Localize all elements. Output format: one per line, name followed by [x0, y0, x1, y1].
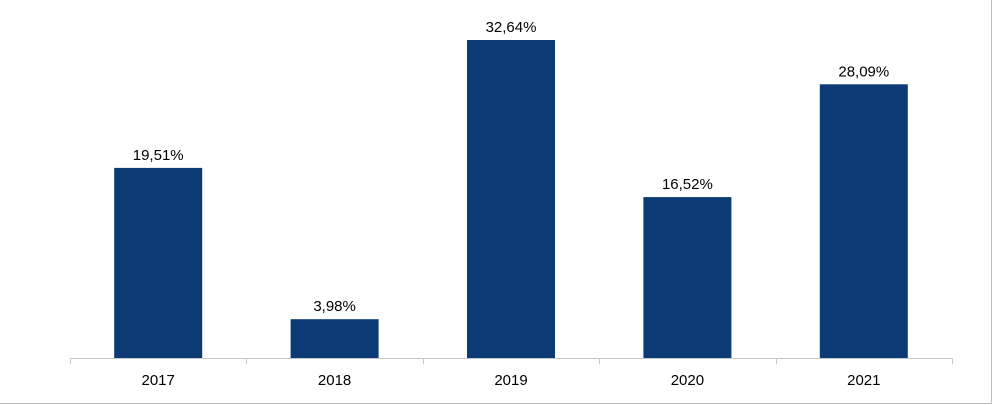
- x-tick-label: 2020: [671, 372, 704, 389]
- x-axis-labels: 2017 2018 2019 2020 2021: [142, 372, 881, 389]
- bar-2021: [819, 84, 908, 359]
- value-labels-layer: 19,51% 3,98% 32,64% 16,52% 28,09%: [133, 19, 889, 315]
- x-axis-ticks: [70, 358, 953, 364]
- bar-2020: [643, 197, 732, 358]
- x-tick-label: 2017: [142, 372, 175, 389]
- x-tick-label: 2019: [494, 372, 527, 389]
- bar-value-label: 32,64%: [486, 19, 537, 36]
- bar-2019: [467, 40, 555, 358]
- bar-2017: [114, 167, 203, 358]
- bar-value-label: 16,52%: [662, 176, 713, 193]
- x-tick-label: 2021: [847, 372, 880, 389]
- x-tick-label: 2018: [318, 372, 351, 389]
- bar-value-label: 3,98%: [313, 298, 356, 315]
- bar-2018: [290, 319, 379, 358]
- bars-layer: [114, 40, 908, 359]
- bar-value-label: 28,09%: [838, 63, 889, 80]
- bar-value-label: 19,51%: [133, 147, 184, 164]
